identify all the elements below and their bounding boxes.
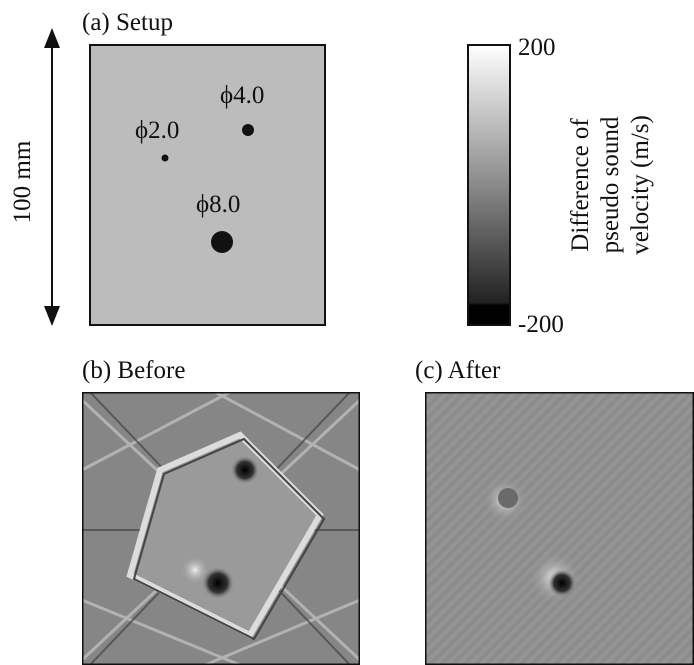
colorbar-min: -200 <box>518 311 564 338</box>
colorbar-title: Difference of <box>567 118 594 252</box>
panel-label: (b) Before <box>82 357 185 384</box>
colorbar-title: pseudo sound <box>597 116 624 253</box>
panel-label: (a) Setup <box>82 9 173 36</box>
hole-label: ϕ8.0 <box>196 191 240 218</box>
figure: (a) Setup 100 mm ϕ4.0 ϕ2.0 ϕ8.0 200 -200… <box>0 0 694 665</box>
colorbar-max: 200 <box>518 34 556 61</box>
after-image <box>425 392 694 665</box>
colorbar <box>468 45 510 325</box>
hole <box>211 231 233 253</box>
panel-label: (c) After <box>415 357 501 384</box>
phantom <box>90 45 325 325</box>
scale-label: 100 mm <box>9 140 36 223</box>
colorbar-title: velocity (m/s) <box>627 115 654 255</box>
hole-label: ϕ2.0 <box>135 117 179 144</box>
before-image <box>82 392 360 665</box>
hole <box>162 155 169 162</box>
hole-label: ϕ4.0 <box>220 82 264 109</box>
hole <box>242 124 254 136</box>
